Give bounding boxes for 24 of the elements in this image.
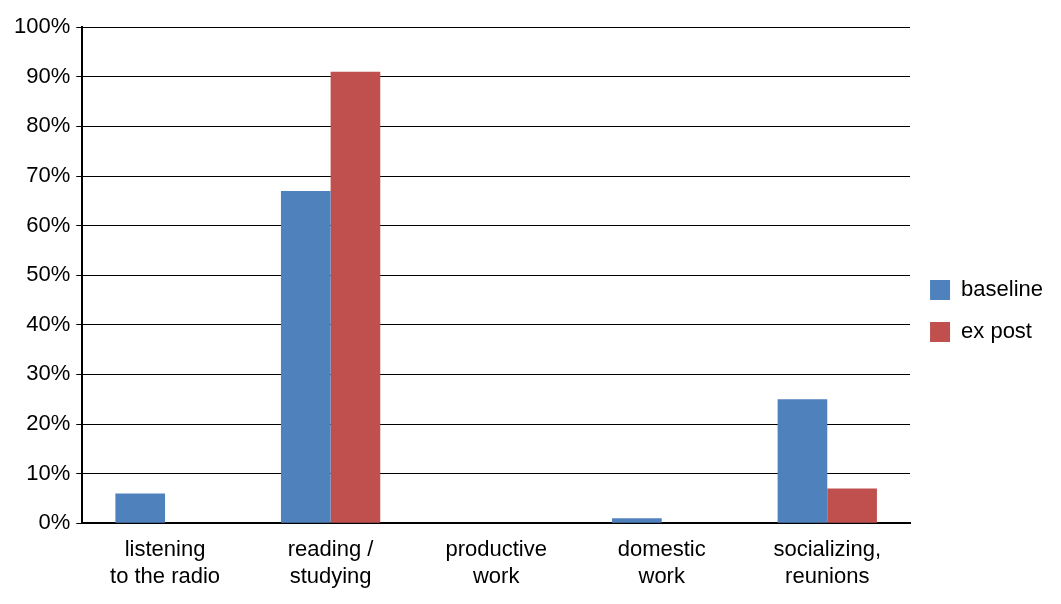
x-tick-label: listening to the radio — [110, 536, 221, 588]
bar — [280, 190, 331, 523]
bar — [330, 71, 381, 523]
x-tick-label: socializing, reunions — [773, 536, 882, 588]
bar — [827, 488, 877, 523]
legend-label: baseline — [961, 276, 1043, 302]
y-tick-label: 0% — [38, 509, 71, 535]
y-tick-label: 90% — [26, 62, 71, 88]
bar — [612, 518, 662, 523]
y-tick-label: 40% — [26, 310, 71, 336]
y-tick-label: 50% — [26, 261, 71, 287]
y-tick-label: 80% — [26, 112, 71, 138]
y-tick-label: 30% — [26, 360, 71, 386]
bar — [777, 399, 828, 523]
y-tick-label: 100% — [13, 13, 71, 39]
bar — [115, 493, 166, 523]
legend-label: ex post — [961, 318, 1032, 344]
x-tick-label: reading / studying — [287, 536, 375, 588]
y-tick-label: 60% — [26, 211, 71, 237]
y-tick-label: 20% — [26, 410, 71, 436]
y-tick-label: 10% — [26, 459, 71, 485]
y-tick-label: 70% — [26, 162, 71, 188]
x-tick-label: domestic work — [617, 536, 706, 588]
x-tick-label: productive work — [445, 536, 547, 588]
